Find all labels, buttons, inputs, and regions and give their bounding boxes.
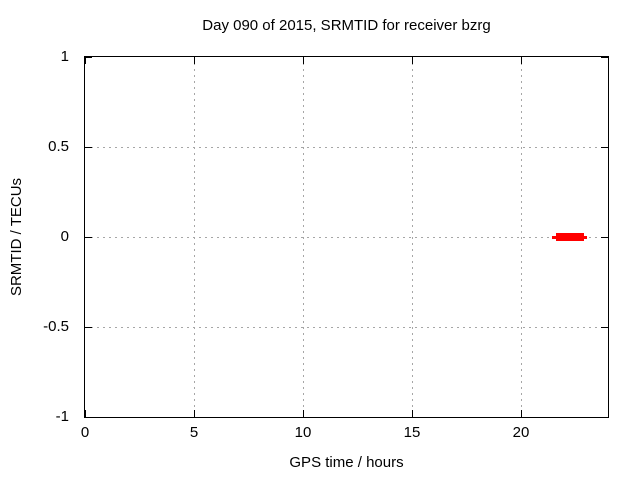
x-tick-mark-top bbox=[85, 57, 86, 64]
y-tick-label: -0.5 bbox=[43, 318, 69, 335]
gridline-y bbox=[85, 147, 608, 148]
y-tick-mark-right bbox=[601, 147, 608, 148]
x-tick-label: 5 bbox=[189, 424, 199, 441]
y-tick-label: 0 bbox=[60, 228, 69, 245]
y-tick-mark-right bbox=[601, 57, 608, 58]
y-tick-label: 0.5 bbox=[48, 138, 69, 155]
y-tick-label: -1 bbox=[55, 408, 69, 425]
y-tick-label: 1 bbox=[60, 48, 69, 65]
y-tick-mark-left bbox=[85, 147, 92, 148]
x-axis-label: GPS time / hours bbox=[289, 454, 404, 471]
x-tick-mark-bottom bbox=[85, 410, 86, 417]
y-tick-mark-right bbox=[601, 417, 608, 418]
x-tick-mark-top bbox=[194, 57, 195, 64]
x-tick-label: 10 bbox=[294, 424, 312, 441]
x-tick-label: 15 bbox=[403, 424, 421, 441]
y-tick-mark-right bbox=[601, 327, 608, 328]
data-segment-srmtid bbox=[556, 233, 584, 241]
x-tick-mark-top bbox=[303, 57, 304, 64]
y-tick-mark-left bbox=[85, 417, 92, 418]
x-tick-mark-top bbox=[412, 57, 413, 64]
gridline-y bbox=[85, 237, 608, 238]
chart-title: Day 090 of 2015, SRMTID for receiver bzr… bbox=[202, 17, 491, 34]
y-tick-mark-left bbox=[85, 327, 92, 328]
x-tick-label: 0 bbox=[80, 424, 90, 441]
x-tick-mark-bottom bbox=[521, 410, 522, 417]
gridline-y bbox=[85, 327, 608, 328]
y-tick-mark-left bbox=[85, 57, 92, 58]
x-tick-mark-bottom bbox=[194, 410, 195, 417]
x-tick-mark-bottom bbox=[303, 410, 304, 417]
x-tick-mark-bottom bbox=[412, 410, 413, 417]
x-tick-mark-top bbox=[521, 57, 522, 64]
x-tick-label: 20 bbox=[512, 424, 530, 441]
y-tick-mark-left bbox=[85, 237, 92, 238]
plot-area bbox=[84, 56, 609, 418]
y-tick-mark-right bbox=[601, 237, 608, 238]
